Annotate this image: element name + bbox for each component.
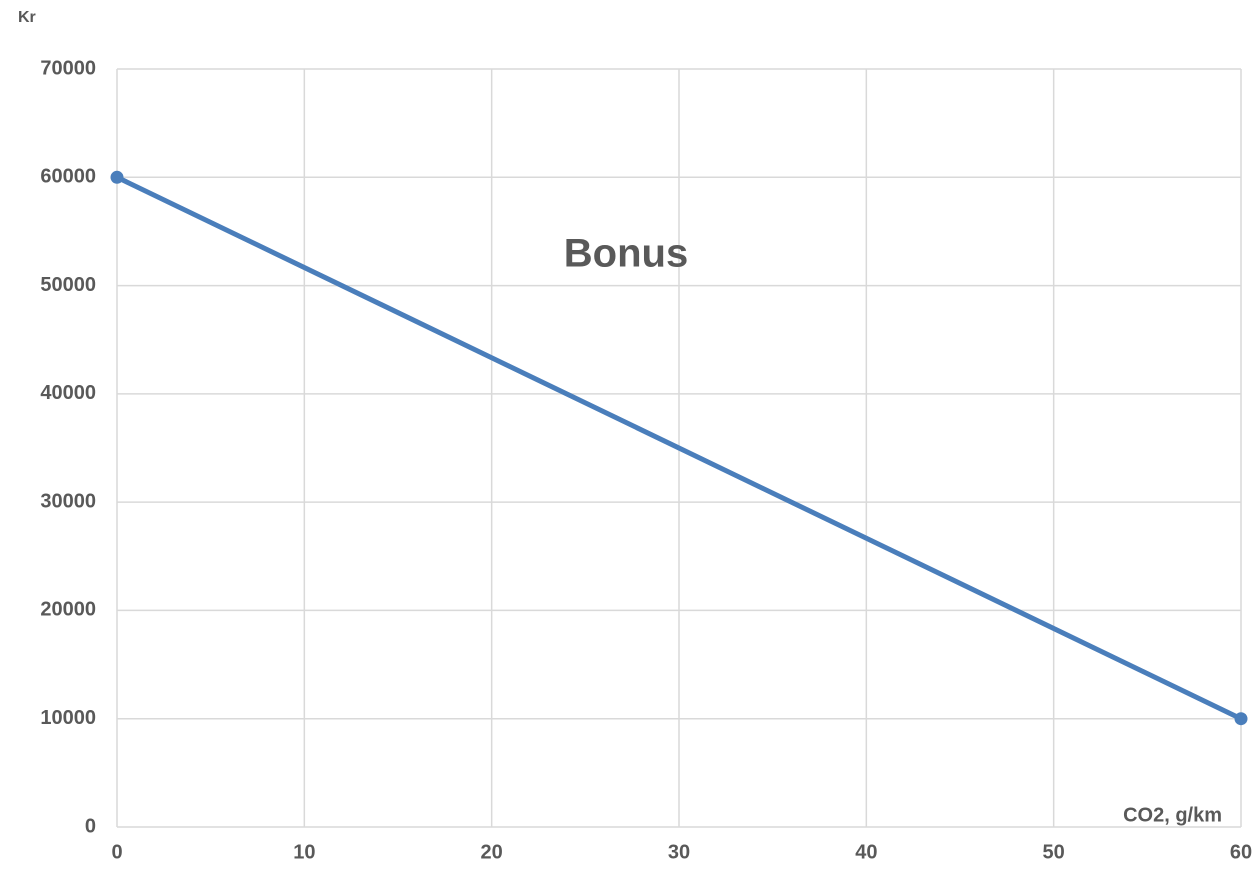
y-tick-label: 60000 (40, 166, 96, 188)
y-tick-label: 40000 (40, 382, 96, 404)
marker (110, 170, 124, 184)
chart-title: Bonus (564, 232, 688, 276)
x-tick-label: 50 (1043, 841, 1065, 863)
x-tick-label: 40 (855, 841, 877, 863)
y-axis-label: Kr (18, 9, 36, 26)
y-tick-label: 50000 (40, 274, 96, 296)
x-axis-label: CO2, g/km (1123, 804, 1222, 826)
x-tick-label: 0 (111, 841, 122, 863)
x-tick-label: 30 (668, 841, 690, 863)
y-tick-label: 10000 (40, 707, 96, 729)
line (115, 175, 1243, 721)
x-tick-label: 10 (293, 841, 315, 863)
marker (1234, 712, 1248, 726)
y-tick-label: 30000 (40, 490, 96, 512)
y-tick-label: 0 (85, 815, 96, 837)
x-tick-label: 20 (481, 841, 503, 863)
y-tick-label: 20000 (40, 599, 96, 621)
x-tick-label: 60 (1230, 841, 1252, 863)
y-tick-label: 70000 (40, 57, 96, 79)
